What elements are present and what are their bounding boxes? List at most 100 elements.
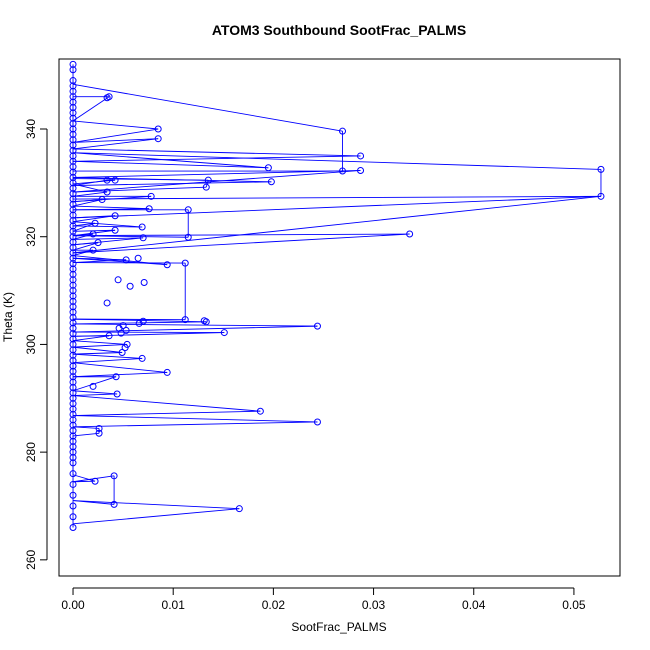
- series-line-segment: [72, 426, 100, 429]
- data-point: [313, 322, 321, 330]
- data-point: [113, 390, 121, 398]
- data-point: [181, 316, 189, 324]
- data-point: [339, 167, 347, 175]
- series-line-segment: [73, 410, 261, 416]
- data-point: [91, 477, 99, 485]
- series-line-segment: [73, 331, 225, 334]
- series-line-segment: [73, 181, 272, 187]
- series-line-segment: [72, 508, 240, 525]
- series-line-segment: [73, 262, 186, 264]
- series-line-segment: [73, 343, 128, 348]
- series-line-segment: [73, 195, 601, 200]
- data-point: [105, 332, 113, 340]
- series-line-segment: [72, 96, 110, 122]
- data-point: [357, 152, 365, 160]
- x-axis: 0.00 0.01 0.02 0.03 0.04 0.05: [61, 587, 586, 612]
- series-line-segment: [72, 215, 116, 223]
- data-point: [140, 278, 148, 286]
- data-point: [139, 317, 147, 325]
- series-line-segment: [72, 242, 99, 251]
- y-tick-label: 340: [24, 119, 38, 139]
- data-point: [110, 500, 118, 508]
- series-line-segment: [72, 195, 602, 254]
- data-point: [202, 183, 210, 191]
- y-axis: 260 280 300 320 340: [24, 119, 48, 570]
- data-point: [200, 317, 208, 325]
- series-line-segment: [73, 225, 143, 228]
- y-axis-label: Theta (K): [1, 292, 15, 342]
- x-tick-label: 0.03: [362, 598, 386, 612]
- y-tick-label: 280: [24, 442, 38, 462]
- data-point: [112, 373, 120, 381]
- series-line-segment: [73, 371, 168, 378]
- series-line-segment: [72, 390, 118, 395]
- series-line-segment: [205, 180, 209, 188]
- x-tick-label: 0.01: [162, 598, 186, 612]
- data-point: [138, 354, 146, 362]
- series-line-segment: [73, 152, 601, 170]
- data-point: [145, 205, 153, 213]
- series-line-segment: [73, 352, 123, 355]
- series-line-segment: [73, 500, 240, 510]
- data-point: [597, 165, 605, 173]
- series-line-segment: [72, 221, 143, 228]
- series-line-segment: [72, 191, 108, 197]
- series-line-segment: [72, 222, 96, 227]
- data-point: [98, 196, 106, 204]
- series-line-segment: [73, 257, 127, 261]
- data-point: [235, 505, 243, 513]
- data-point: [184, 233, 192, 241]
- data-point: [220, 329, 228, 337]
- data-point: [94, 239, 102, 247]
- series-line-segment: [72, 362, 168, 373]
- data-point: [204, 176, 212, 184]
- series-line-segment: [73, 325, 318, 333]
- series-line-segment: [73, 155, 361, 162]
- data-point: [111, 176, 119, 184]
- series-line-segment: [73, 259, 127, 264]
- data-layer: [69, 60, 605, 532]
- series-line-segment: [72, 432, 100, 437]
- series-line-segment: [72, 257, 168, 266]
- series-line-segment: [72, 199, 103, 207]
- series-line-segment: [72, 346, 123, 353]
- plot-frame: [58, 58, 621, 577]
- series-line-segment: [72, 128, 159, 143]
- series-line-segment: [72, 138, 159, 150]
- series-line-segment: [73, 160, 269, 169]
- data-point: [103, 188, 111, 196]
- series-line-segment: [73, 148, 361, 157]
- data-point: [103, 94, 111, 102]
- data-point: [103, 299, 111, 307]
- data-point: [163, 368, 171, 376]
- data-point: [154, 125, 162, 133]
- data-point: [138, 223, 146, 231]
- data-point: [121, 344, 129, 352]
- data-point: [122, 256, 130, 264]
- data-point: [147, 192, 155, 200]
- data-point: [117, 329, 125, 337]
- data-point: [89, 382, 97, 390]
- series-line-segment: [72, 395, 261, 412]
- series-line-segment: [73, 195, 601, 219]
- series-line-segment: [72, 183, 108, 193]
- series-line-segment: [72, 357, 143, 364]
- series-line-segment: [72, 222, 96, 232]
- data-point: [89, 246, 97, 254]
- data-point: [313, 418, 321, 426]
- x-tick-label: 0.02: [262, 598, 286, 612]
- series-line-segment: [73, 177, 272, 183]
- series-line-segment: [72, 83, 343, 132]
- data-point: [597, 192, 605, 200]
- series-line-segment: [73, 335, 110, 337]
- data-point: [181, 259, 189, 267]
- data-point: [267, 178, 275, 186]
- data-point: [111, 226, 119, 234]
- series-line-segment: [73, 205, 150, 210]
- data-point: [118, 349, 126, 357]
- series-line-segment: [72, 233, 410, 254]
- data-point: [69, 524, 77, 532]
- data-point: [126, 282, 134, 290]
